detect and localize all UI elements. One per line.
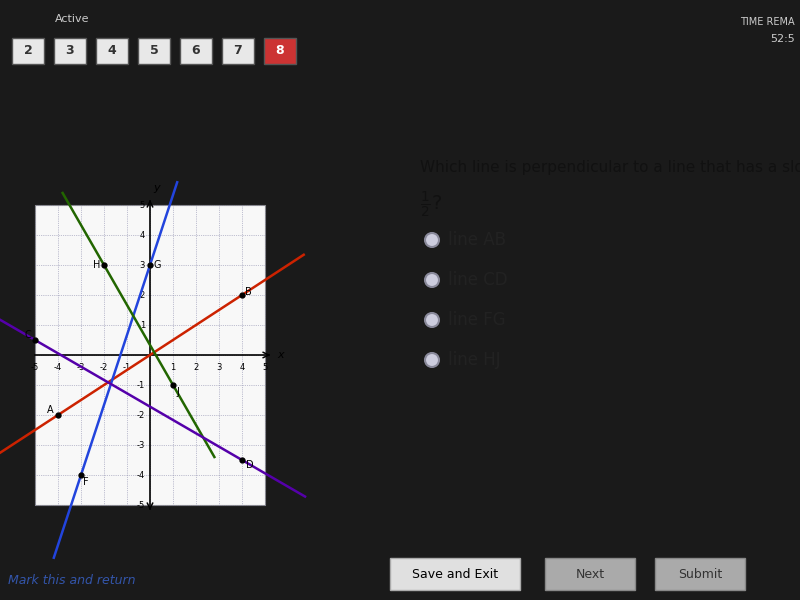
Text: x: x — [277, 350, 284, 360]
Text: -2: -2 — [100, 363, 108, 372]
Text: y: y — [153, 183, 160, 193]
Text: -3: -3 — [137, 440, 145, 449]
Bar — [180, 38, 212, 64]
Text: Next: Next — [575, 568, 605, 581]
Text: Which line is perpendicular to a line that has a slope of: Which line is perpendicular to a line th… — [420, 160, 800, 175]
Bar — [35, 205, 265, 505]
Text: -4: -4 — [54, 363, 62, 372]
Text: 8: 8 — [276, 44, 284, 58]
Bar — [545, 558, 635, 590]
Text: -3: -3 — [77, 363, 85, 372]
Circle shape — [425, 313, 439, 327]
Bar — [264, 38, 296, 64]
Text: line AB: line AB — [448, 231, 506, 249]
Text: 5: 5 — [262, 363, 268, 372]
Text: 4: 4 — [140, 230, 145, 239]
Text: -1: -1 — [123, 363, 131, 372]
Text: G: G — [154, 260, 162, 270]
Text: 3: 3 — [140, 260, 145, 269]
Text: 1: 1 — [170, 363, 176, 372]
Text: Mark this and return: Mark this and return — [8, 574, 135, 587]
Text: 2: 2 — [140, 290, 145, 299]
Text: 1: 1 — [140, 320, 145, 329]
Text: 2: 2 — [24, 44, 32, 58]
Text: 4: 4 — [239, 363, 245, 372]
Bar — [222, 38, 254, 64]
Bar — [655, 558, 745, 590]
Bar — [12, 38, 44, 64]
Text: A: A — [47, 405, 54, 415]
Text: -1: -1 — [137, 380, 145, 389]
Circle shape — [425, 273, 439, 287]
Text: B: B — [245, 287, 252, 297]
Text: line CD: line CD — [448, 271, 508, 289]
Text: 6: 6 — [192, 44, 200, 58]
Text: J: J — [176, 387, 179, 397]
Bar — [138, 38, 170, 64]
Text: H: H — [93, 260, 100, 270]
Bar — [54, 38, 86, 64]
Text: 3: 3 — [66, 44, 74, 58]
Text: C: C — [24, 330, 31, 340]
Circle shape — [425, 233, 439, 247]
Text: 4: 4 — [108, 44, 116, 58]
Text: $\frac{1}{2}$?: $\frac{1}{2}$? — [420, 190, 442, 220]
Text: -2: -2 — [137, 410, 145, 419]
Text: 52:5: 52:5 — [770, 34, 795, 44]
Text: F: F — [83, 477, 89, 487]
Text: 7: 7 — [234, 44, 242, 58]
Text: D: D — [246, 460, 254, 470]
Text: 5: 5 — [150, 44, 158, 58]
Text: -5: -5 — [31, 363, 39, 372]
Text: Submit: Submit — [678, 568, 722, 581]
Text: Save and Exit: Save and Exit — [412, 568, 498, 581]
Text: 3: 3 — [216, 363, 222, 372]
Text: 2: 2 — [194, 363, 198, 372]
Bar — [96, 38, 128, 64]
Bar — [390, 558, 520, 590]
Text: Active: Active — [55, 14, 90, 24]
Text: line HJ: line HJ — [448, 351, 501, 369]
Text: -4: -4 — [137, 470, 145, 479]
Text: -5: -5 — [137, 500, 145, 509]
Text: 5: 5 — [140, 200, 145, 209]
Text: TIME REMA: TIME REMA — [740, 17, 795, 27]
Text: line FG: line FG — [448, 311, 506, 329]
Circle shape — [425, 353, 439, 367]
